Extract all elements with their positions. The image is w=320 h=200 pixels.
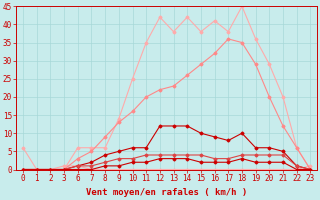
X-axis label: Vent moyen/en rafales ( km/h ): Vent moyen/en rafales ( km/h ) — [86, 188, 247, 197]
